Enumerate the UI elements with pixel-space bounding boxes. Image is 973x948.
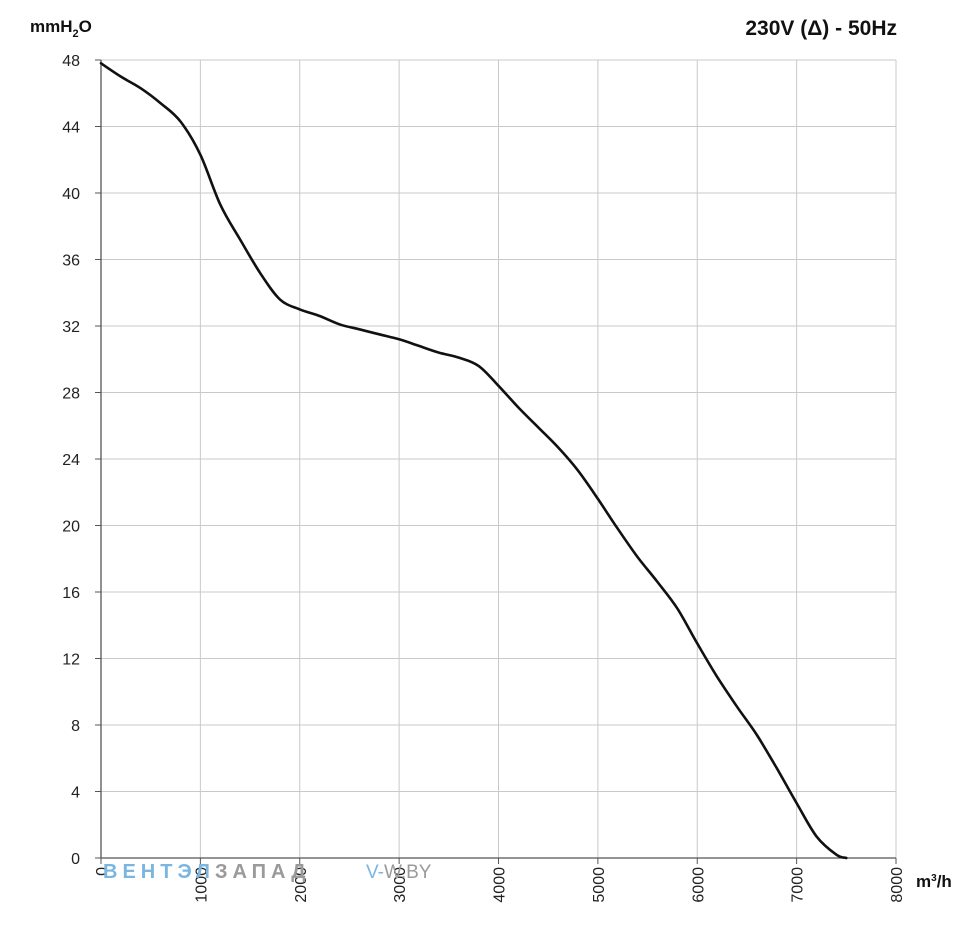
x-tick-label: 8000 (889, 867, 906, 903)
y-tick-label: 12 (62, 652, 80, 669)
x-axis-title: m3/h (916, 872, 952, 891)
y-tick-label: 44 (62, 120, 80, 137)
y-tick-label: 20 (62, 519, 80, 536)
x-tick-label: 6000 (690, 867, 707, 903)
y-tick-label: 36 (62, 253, 80, 270)
x-tick-label: 1000 (193, 867, 210, 903)
watermark-site: V-W.BY (366, 862, 432, 883)
chart-title: 230V (Δ) - 50Hz (745, 17, 897, 40)
x-tick-label: 5000 (591, 867, 608, 903)
series-line (99, 62, 848, 860)
x-tick-labels: 0 1000 2000 3000 4000 5000 6000 7000 8000 (94, 858, 906, 903)
watermark-brand: ВЕНТЭЛЗАПАД (103, 861, 310, 883)
y-tick-label: 16 (62, 585, 80, 602)
y-tick-label: 40 (62, 186, 80, 203)
x-tick-label: 3000 (392, 867, 409, 903)
y-tick-label: 32 (62, 319, 80, 336)
y-tick-label: 8 (71, 718, 80, 735)
x-tick-label: 7000 (790, 867, 807, 903)
x-tick-label: 4000 (492, 867, 509, 903)
x-tick-label: 2000 (293, 867, 310, 903)
y-tick-label: 4 (71, 785, 80, 802)
y-tick-label: 0 (71, 851, 80, 868)
y-tick-label: 24 (62, 452, 80, 469)
y-tick-label: 48 (62, 53, 80, 70)
grid-lines (100, 59, 897, 859)
x-tick-label: 0 (94, 867, 111, 876)
y-tick-label: 28 (62, 386, 80, 403)
y-axis-title: mmH2O (30, 17, 92, 40)
